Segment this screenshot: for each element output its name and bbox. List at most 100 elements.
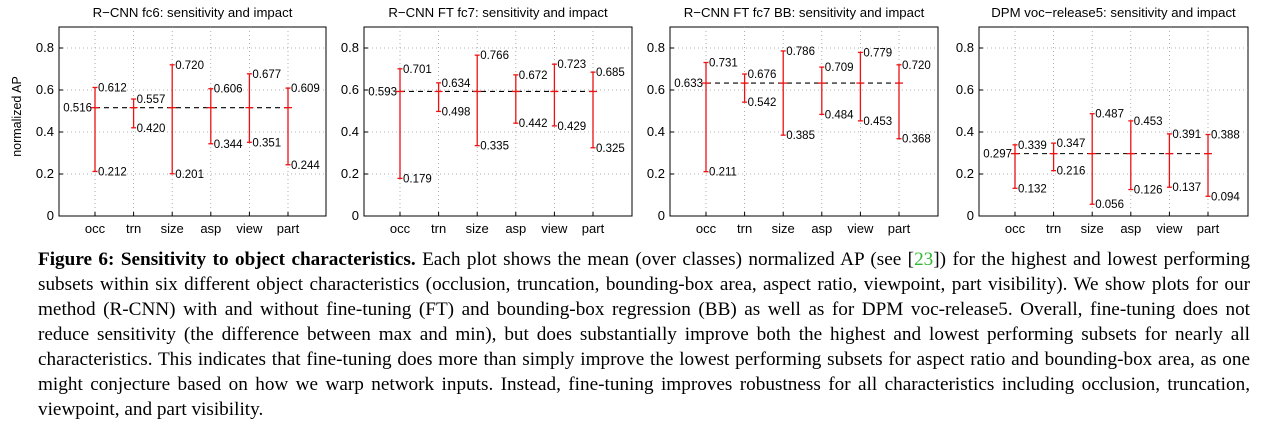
plot-frame bbox=[978, 26, 1249, 217]
max-value-label-part: 0.388 bbox=[1211, 130, 1240, 142]
min-value-label-asp: 0.484 bbox=[825, 109, 854, 121]
figure-caption: Figure 6: Sensitivity to object characte… bbox=[38, 247, 1250, 422]
min-value-label-part: 0.244 bbox=[291, 160, 320, 172]
mean-label: 0.297 bbox=[983, 149, 1012, 161]
chart-title: R−CNN FT fc7 BB: sensitivity and impact bbox=[684, 5, 925, 20]
x-tick-label-asp: asp bbox=[811, 221, 832, 236]
min-value-label-asp: 0.442 bbox=[519, 118, 548, 130]
min-value-label-part: 0.094 bbox=[1211, 191, 1240, 203]
min-value-label-trn: 0.498 bbox=[442, 106, 471, 118]
chart-title: DPM voc−release5: sensitivity and impact bbox=[991, 5, 1236, 20]
x-tick-label-occ: occ bbox=[390, 221, 411, 236]
caption-text-before-ref: Each plot shows the mean (over classes) … bbox=[415, 249, 915, 270]
charts-figure: R−CNN fc6: sensitivity and impact 0 0.2 0.4… bbox=[10, 5, 1249, 236]
y-tick-label: 0.8 bbox=[36, 40, 54, 55]
y-tick-label: 0.6 bbox=[36, 82, 54, 97]
min-value-label-occ: 0.132 bbox=[1018, 183, 1047, 195]
caption-citation-link[interactable]: 23 bbox=[914, 249, 934, 270]
x-tick-label-part: part bbox=[277, 221, 300, 236]
x-tick-label-occ: occ bbox=[696, 221, 717, 236]
min-value-label-asp: 0.344 bbox=[214, 139, 243, 151]
y-tick-label: 0.8 bbox=[341, 40, 359, 55]
min-value-label-trn: 0.542 bbox=[748, 97, 777, 109]
min-value-label-view: 0.429 bbox=[557, 121, 586, 133]
y-axis-label: normalized AP bbox=[10, 76, 24, 157]
max-value-label-occ: 0.701 bbox=[403, 64, 432, 76]
min-value-label-view: 0.137 bbox=[1172, 182, 1201, 194]
min-value-label-trn: 0.420 bbox=[137, 123, 166, 135]
max-value-label-occ: 0.731 bbox=[709, 57, 738, 69]
max-value-label-size: 0.487 bbox=[1095, 109, 1124, 121]
mean-label: 0.633 bbox=[674, 78, 703, 90]
min-value-label-view: 0.453 bbox=[863, 116, 892, 128]
y-tick-label: 0.4 bbox=[36, 124, 54, 139]
max-value-label-part: 0.609 bbox=[291, 83, 320, 95]
x-tick-label-trn: trn bbox=[737, 221, 752, 236]
y-tick-label: 0.6 bbox=[341, 82, 359, 97]
max-value-label-view: 0.677 bbox=[252, 69, 281, 81]
max-value-label-size: 0.766 bbox=[480, 50, 509, 62]
min-value-label-part: 0.368 bbox=[902, 134, 931, 146]
min-value-label-view: 0.351 bbox=[252, 137, 281, 149]
y-tick-label: 0 bbox=[658, 208, 665, 223]
x-tick-label-size: size bbox=[772, 221, 795, 236]
max-value-label-occ: 0.612 bbox=[98, 82, 127, 94]
min-value-label-asp: 0.126 bbox=[1134, 185, 1163, 197]
max-value-label-view: 0.391 bbox=[1172, 129, 1201, 141]
x-tick-label-view: view bbox=[541, 221, 568, 236]
min-value-label-occ: 0.211 bbox=[709, 167, 737, 179]
max-value-label-trn: 0.634 bbox=[442, 78, 471, 90]
max-value-label-asp: 0.709 bbox=[825, 62, 854, 74]
max-value-label-view: 0.723 bbox=[557, 59, 586, 71]
y-tick-label: 0.2 bbox=[36, 166, 54, 181]
x-tick-label-asp: asp bbox=[505, 221, 526, 236]
max-value-label-trn: 0.347 bbox=[1057, 138, 1086, 150]
max-value-label-trn: 0.676 bbox=[748, 69, 777, 81]
y-tick-label: 0.2 bbox=[647, 166, 665, 181]
max-value-label-asp: 0.672 bbox=[519, 70, 548, 82]
x-tick-label-size: size bbox=[161, 221, 184, 236]
x-tick-label-part: part bbox=[1197, 221, 1220, 236]
x-tick-label-view: view bbox=[236, 221, 263, 236]
max-value-label-part: 0.720 bbox=[902, 60, 931, 72]
y-tick-label: 0 bbox=[47, 208, 54, 223]
y-tick-label: 0.2 bbox=[956, 166, 974, 181]
x-tick-label-trn: trn bbox=[126, 221, 141, 236]
x-tick-label-occ: occ bbox=[1005, 221, 1026, 236]
min-value-label-size: 0.056 bbox=[1095, 199, 1124, 211]
y-tick-label: 0.6 bbox=[956, 82, 974, 97]
caption-label: Figure 6: Sensitivity to object characte… bbox=[38, 249, 416, 270]
x-tick-label-size: size bbox=[466, 221, 489, 236]
x-tick-label-part: part bbox=[582, 221, 605, 236]
min-value-label-occ: 0.212 bbox=[98, 166, 127, 178]
x-tick-label-asp: asp bbox=[1120, 221, 1141, 236]
x-tick-label-size: size bbox=[1081, 221, 1104, 236]
max-value-label-asp: 0.453 bbox=[1134, 116, 1163, 128]
y-tick-label: 0.4 bbox=[647, 124, 665, 139]
min-value-label-occ: 0.179 bbox=[403, 173, 432, 185]
x-tick-label-asp: asp bbox=[200, 221, 221, 236]
chart-title: R−CNN FT fc7: sensitivity and impact bbox=[388, 5, 608, 20]
y-tick-label: 0.4 bbox=[341, 124, 359, 139]
plot-frame bbox=[363, 26, 633, 217]
max-value-label-trn: 0.557 bbox=[137, 94, 166, 106]
max-value-label-occ: 0.339 bbox=[1018, 140, 1047, 152]
plot-frame bbox=[58, 26, 327, 217]
max-value-label-size: 0.720 bbox=[175, 60, 204, 72]
min-value-label-size: 0.385 bbox=[786, 130, 815, 142]
max-value-label-size: 0.786 bbox=[786, 46, 815, 58]
y-tick-label: 0.2 bbox=[341, 166, 359, 181]
x-tick-label-trn: trn bbox=[431, 221, 446, 236]
min-value-label-trn: 0.216 bbox=[1057, 166, 1086, 178]
mean-label: 0.593 bbox=[368, 86, 397, 98]
x-tick-label-trn: trn bbox=[1046, 221, 1061, 236]
y-tick-label: 0 bbox=[352, 208, 359, 223]
max-value-label-asp: 0.606 bbox=[214, 84, 243, 96]
plot-frame bbox=[669, 26, 939, 217]
y-tick-label: 0.6 bbox=[647, 82, 665, 97]
min-value-label-size: 0.201 bbox=[175, 169, 204, 181]
y-tick-label: 0.8 bbox=[647, 40, 665, 55]
y-tick-label: 0 bbox=[967, 208, 974, 223]
chart-title: R−CNN fc6: sensitivity and impact bbox=[93, 5, 293, 20]
max-value-label-view: 0.779 bbox=[863, 47, 892, 59]
